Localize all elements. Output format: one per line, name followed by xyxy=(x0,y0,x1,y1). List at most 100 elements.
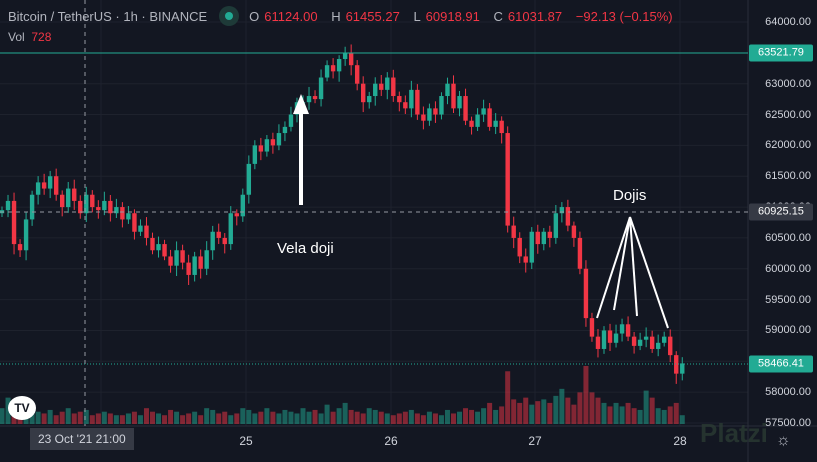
time-label: 28 xyxy=(673,434,687,448)
volume-bar xyxy=(204,408,210,424)
volume-bar xyxy=(637,409,643,424)
volume-legend: Vol 728 xyxy=(8,30,52,44)
candle-body xyxy=(481,108,486,115)
candle-body xyxy=(72,188,77,201)
candle-body xyxy=(144,225,149,238)
volume-bar xyxy=(523,397,529,424)
candle-body xyxy=(379,83,384,90)
symbol-title[interactable]: Bitcoin / TetherUS · 1h · BINANCE xyxy=(8,8,208,24)
candle-body xyxy=(547,231,553,238)
candle-body xyxy=(493,120,498,127)
candle-body xyxy=(108,200,113,214)
volume-bar xyxy=(402,411,408,424)
doji-pointer-line xyxy=(596,216,631,319)
candle-body xyxy=(668,336,673,356)
volume-bar xyxy=(83,409,89,424)
volume-bar xyxy=(360,413,366,424)
tradingview-logo[interactable]: TV xyxy=(8,396,36,420)
volume-bar xyxy=(631,408,637,424)
volume-bar xyxy=(451,413,456,424)
candle-body xyxy=(523,256,528,263)
volume-bar xyxy=(107,413,113,424)
candle-body xyxy=(655,342,661,349)
volume-bar xyxy=(137,415,143,424)
candle-body xyxy=(367,96,372,103)
candle-body xyxy=(23,219,29,251)
candle-body xyxy=(198,256,203,269)
volume-bar xyxy=(216,413,222,424)
doji-pointer-line xyxy=(613,216,631,311)
volume-bar xyxy=(469,409,475,424)
volume-bar xyxy=(89,415,95,424)
candle-body xyxy=(210,231,215,251)
volume-bar xyxy=(288,411,294,424)
volume-bar xyxy=(408,409,414,424)
volume-bar xyxy=(59,411,65,424)
price-tick: 60000.00 xyxy=(765,262,811,275)
candle-body xyxy=(361,83,366,103)
candle-body xyxy=(186,262,191,275)
volume-bar xyxy=(246,409,252,424)
volume-bar xyxy=(198,415,204,424)
symbol-legend: Bitcoin / TetherUS · 1h · BINANCE O 61124… xyxy=(8,6,678,26)
volume-bar xyxy=(47,409,53,424)
candle-body xyxy=(204,250,209,269)
candle-body xyxy=(625,324,631,337)
volume-bar xyxy=(65,408,71,424)
settings-icon[interactable]: ☼ xyxy=(776,432,791,449)
volume-bar xyxy=(143,408,149,424)
volume-bar xyxy=(414,413,420,424)
candle-body xyxy=(66,188,71,208)
candle-body xyxy=(637,339,643,346)
candle-body xyxy=(571,225,577,238)
candle-body xyxy=(120,207,125,220)
volume-bar xyxy=(300,408,306,424)
candle-body xyxy=(5,200,11,211)
volume-bar xyxy=(324,404,330,424)
candle-body xyxy=(336,59,342,72)
volume-bar xyxy=(41,413,47,424)
candle-body xyxy=(397,96,402,103)
volume-bar xyxy=(619,406,625,424)
candle-body xyxy=(529,231,534,263)
time-label: 25 xyxy=(239,434,253,448)
candle-body xyxy=(282,126,288,134)
candle-body xyxy=(427,108,432,121)
arrow-head xyxy=(293,94,309,114)
candle-body xyxy=(565,207,571,226)
candle-body xyxy=(270,139,276,146)
volume-bar xyxy=(667,406,673,424)
volume-bar xyxy=(444,409,450,424)
volume-bar xyxy=(679,415,685,424)
candle-body xyxy=(180,250,185,263)
candle-body xyxy=(90,194,95,208)
candle-body xyxy=(631,336,637,346)
volume-bar xyxy=(517,402,523,424)
volume-bar xyxy=(101,411,107,424)
volume-bar xyxy=(228,415,234,424)
volume-bar xyxy=(342,402,348,424)
volume-bar xyxy=(457,411,463,424)
volume-bar xyxy=(222,411,228,424)
volume-bar xyxy=(354,411,360,424)
volume-bar xyxy=(511,399,517,424)
candle-body xyxy=(96,207,101,211)
volume-bar xyxy=(481,408,487,424)
volume-bar xyxy=(463,408,469,424)
candle-body xyxy=(451,83,456,109)
candle-body xyxy=(583,268,589,319)
volume-bar xyxy=(312,409,318,424)
volume-bar xyxy=(372,409,378,424)
volume-bar xyxy=(426,411,432,424)
volume-bar xyxy=(432,413,438,424)
time-label: 26 xyxy=(384,434,398,448)
volume-bar xyxy=(294,413,300,424)
volume-bar xyxy=(270,411,276,424)
volume-bar xyxy=(210,409,216,424)
candle-body xyxy=(84,194,89,214)
volume-bar xyxy=(264,408,270,424)
price-tick: 60500.00 xyxy=(765,231,811,244)
volume-bar xyxy=(438,415,444,424)
